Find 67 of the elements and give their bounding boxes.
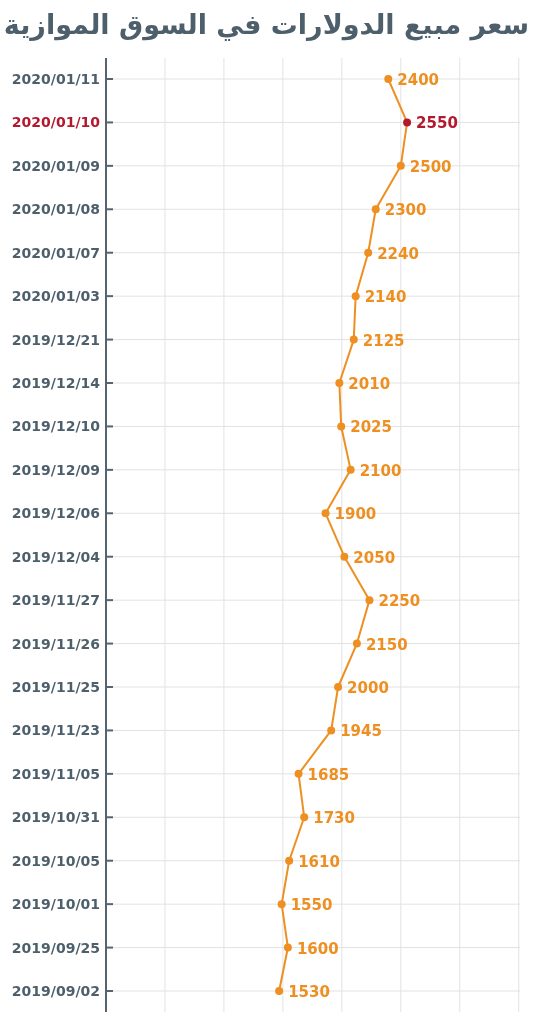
point <box>294 769 303 778</box>
data-label: 2240 <box>377 244 419 263</box>
y-tick-label: 2019/10/01 <box>11 896 100 913</box>
y-tick-label: 2020/01/09 <box>11 157 100 174</box>
data-label: 2250 <box>378 592 421 611</box>
y-tick-label: 2019/12/09 <box>11 461 100 478</box>
chart-title: سعر مبيع الدولارات في السوق الموازية <box>3 9 530 41</box>
y-tick-label: 2020/01/08 <box>11 201 100 218</box>
y-tick-label: 2020/01/03 <box>11 288 100 305</box>
point <box>300 813 309 822</box>
y-tick-label: 2019/12/10 <box>11 418 101 435</box>
data-label: 2010 <box>348 375 391 393</box>
point <box>384 75 393 83</box>
point <box>371 205 380 214</box>
data-label: 2125 <box>362 331 405 350</box>
y-tick-label: 2019/09/02 <box>11 983 100 999</box>
y-tick-label: 2019/10/05 <box>11 852 100 869</box>
point <box>283 943 292 952</box>
data-label: 2550 <box>416 114 458 133</box>
point <box>340 552 349 561</box>
y-tick-label: 2019/11/05 <box>11 765 100 782</box>
point <box>346 465 355 474</box>
point <box>337 422 346 431</box>
point <box>285 856 294 865</box>
data-label: 2140 <box>364 288 407 307</box>
data-label: 1610 <box>298 852 340 871</box>
y-tick-label: 2019/12/06 <box>11 505 100 522</box>
data-label: 1730 <box>313 809 355 828</box>
y-tick-label: 2020/01/07 <box>11 244 100 261</box>
point <box>349 335 358 344</box>
y-tick-label: 2019/10/31 <box>11 809 100 826</box>
data-label: 2025 <box>350 418 392 437</box>
y-tick-label: 2019/12/04 <box>11 548 101 565</box>
point <box>352 639 361 648</box>
data-label: 1550 <box>290 896 333 915</box>
point <box>321 509 330 518</box>
data-label: 2000 <box>347 679 389 697</box>
y-tick-label: 2019/11/25 <box>11 679 100 695</box>
point <box>335 379 344 387</box>
data-label: 1945 <box>340 722 382 741</box>
y-tick-label: 2019/11/23 <box>11 722 100 739</box>
data-label: 1685 <box>307 765 350 784</box>
data-label: 2300 <box>384 201 427 220</box>
y-tick-label: 2020/01/11 <box>11 71 100 87</box>
point <box>396 161 405 170</box>
data-label: 2050 <box>353 548 396 567</box>
y-tick-label: 2020/01/10 <box>11 114 101 131</box>
y-tick-label: 2019/11/26 <box>11 635 100 652</box>
point <box>277 900 286 909</box>
y-tick-label: 2019/12/21 <box>11 331 100 348</box>
y-tick-label: 2019/12/14 <box>11 375 101 391</box>
point <box>327 726 336 735</box>
point <box>334 683 343 691</box>
y-tick-label: 2019/09/25 <box>11 939 100 956</box>
point <box>365 596 374 605</box>
data-label: 2400 <box>397 71 440 89</box>
y-tick-label: 2019/11/27 <box>11 592 100 609</box>
point <box>403 118 412 127</box>
data-label: 1600 <box>296 939 339 958</box>
point <box>275 987 284 995</box>
point <box>351 292 360 301</box>
data-label: 2100 <box>359 461 402 480</box>
data-label: 2150 <box>365 635 408 654</box>
point <box>364 248 373 257</box>
data-label: 1900 <box>334 505 377 524</box>
data-label: 2500 <box>409 157 452 176</box>
data-label: 1530 <box>288 983 330 1001</box>
